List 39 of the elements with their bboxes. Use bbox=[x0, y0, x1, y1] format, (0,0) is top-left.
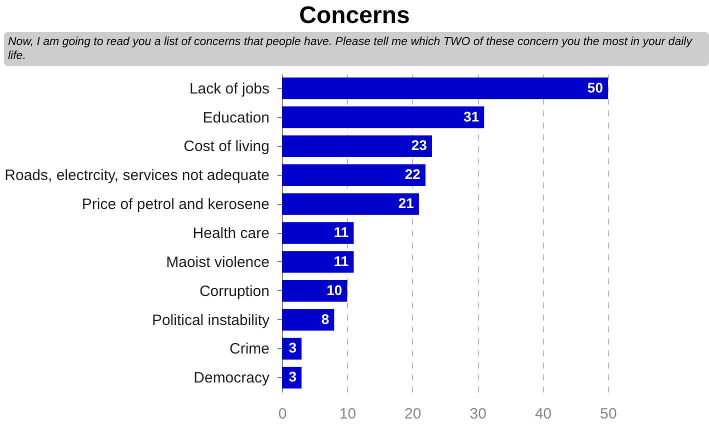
chart-title: Concerns bbox=[298, 1, 411, 30]
bar bbox=[282, 222, 354, 244]
bar bbox=[282, 251, 354, 273]
x-tick-label: 30 bbox=[470, 406, 486, 422]
y-tick-label: Price of petrol and kerosene bbox=[82, 196, 270, 214]
bar bbox=[282, 308, 334, 331]
data-label: 10 bbox=[326, 282, 342, 298]
bar bbox=[282, 164, 426, 186]
y-tick-label: Cost of living bbox=[184, 138, 270, 156]
data-label: 11 bbox=[334, 224, 349, 240]
y-tick-label: Political instability bbox=[152, 312, 270, 329]
x-tick-label: 20 bbox=[404, 406, 422, 422]
bar bbox=[282, 280, 348, 302]
data-label: 3 bbox=[288, 368, 297, 385]
y-tick-label: Education bbox=[202, 109, 270, 126]
data-label: 11 bbox=[334, 252, 349, 269]
data-label: 22 bbox=[404, 166, 421, 182]
y-tick-label: Democracy bbox=[194, 370, 270, 387]
x-tick-label: 50 bbox=[600, 406, 617, 422]
y-tick-label: Lack of jobs bbox=[189, 80, 270, 98]
data-label: 23 bbox=[411, 137, 428, 154]
data-label: 8 bbox=[321, 310, 330, 327]
x-tick-label: 40 bbox=[534, 406, 552, 422]
x-tick-label: 10 bbox=[339, 406, 356, 422]
chart-subtitle: Now, I am going to read you a list of concerns that people have. Please tell me which TWO of these concern you the most in your daily life. bbox=[4, 32, 709, 66]
y-tick-label: Roads, electrcity, services not adequate bbox=[4, 167, 270, 184]
data-label: 50 bbox=[587, 79, 604, 96]
bar bbox=[282, 193, 419, 215]
data-label: 3 bbox=[288, 340, 297, 356]
y-tick-label: Health care bbox=[192, 225, 270, 242]
data-label: 31 bbox=[464, 108, 480, 124]
y-tick-label: Corruption bbox=[199, 282, 270, 300]
x-tick-label: 0 bbox=[278, 406, 287, 422]
bar bbox=[282, 77, 608, 100]
bar bbox=[282, 135, 432, 158]
y-tick-label: Crime bbox=[230, 340, 270, 358]
bar bbox=[282, 106, 484, 128]
y-tick-label: Maoist violence bbox=[166, 254, 270, 271]
data-label: 21 bbox=[398, 195, 414, 212]
